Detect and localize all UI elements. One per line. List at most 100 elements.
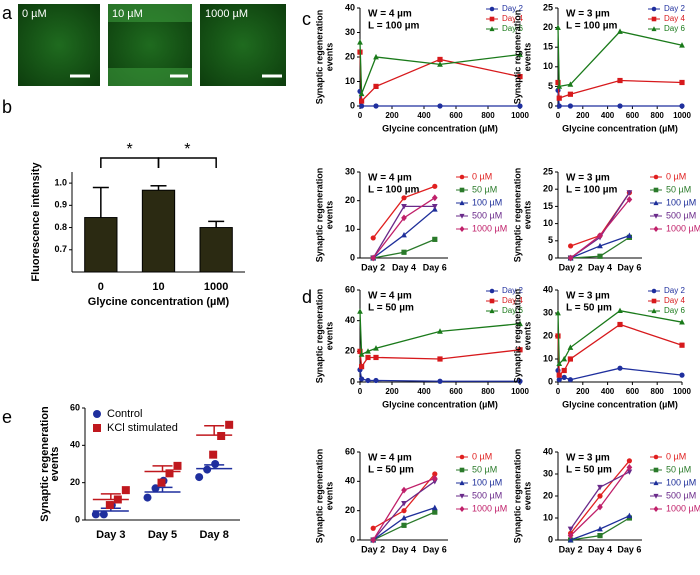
x-tick-label: 200 <box>385 111 399 120</box>
x-axis-label: Glycine concentration (µM) <box>562 399 678 409</box>
marker <box>617 321 623 328</box>
annotation: L = 50 µm <box>566 465 612 476</box>
legend-label: Day 2 <box>664 4 685 13</box>
x-tick-label: 400 <box>601 111 615 120</box>
y-axis-label: events <box>324 43 334 72</box>
x-tick-label: Day 4 <box>588 544 612 554</box>
marker <box>432 183 438 189</box>
series-line <box>557 79 683 100</box>
y-axis-label: events <box>522 482 532 511</box>
annotation: L = 100 µm <box>566 21 618 32</box>
y-axis-label: Synaptic regeneration <box>512 168 522 263</box>
y-axis-label: events <box>522 43 532 72</box>
marker <box>556 83 563 89</box>
y-tick-label: 10 <box>543 353 553 363</box>
y-tick-label: 0 <box>350 252 355 262</box>
marker <box>373 53 379 60</box>
marker <box>567 254 574 262</box>
y-tick-label: 10 <box>543 61 553 71</box>
x-tick-label: Day 6 <box>617 544 641 554</box>
annotation: W = 3 µm <box>566 9 610 20</box>
legend-label: 500 µM <box>666 490 696 500</box>
legend-label: Day 4 <box>664 296 685 305</box>
y-tick-label: 40 <box>543 446 553 456</box>
legend-label: 0 µM <box>472 451 492 461</box>
marker <box>437 356 443 362</box>
marker <box>679 79 685 86</box>
y-tick-label: 15 <box>543 42 553 52</box>
micrograph-feature <box>108 4 192 22</box>
marker <box>653 467 659 473</box>
x-axis-label: Glycine concentration (µM) <box>562 123 678 133</box>
marker <box>567 91 573 97</box>
marker <box>373 377 379 384</box>
y-axis-label: events <box>324 201 334 230</box>
legend-label: 100 µM <box>472 477 502 487</box>
marker <box>597 242 603 249</box>
marker <box>517 51 523 57</box>
marker <box>401 500 407 507</box>
legend-label: 100 µM <box>666 477 696 487</box>
marker <box>358 90 365 97</box>
y-axis-label: Fluorescence intensity <box>30 162 42 282</box>
marker <box>626 458 633 464</box>
marker <box>555 24 561 30</box>
y-tick-label: 20 <box>543 184 553 194</box>
marker <box>157 478 166 487</box>
legend-label: Control <box>107 408 142 420</box>
marker <box>121 486 130 495</box>
panel-label: b <box>2 97 12 117</box>
y-tick-label: 40 <box>345 315 355 325</box>
legend-label: Day 6 <box>502 24 523 33</box>
marker <box>653 506 659 512</box>
series-line <box>570 199 630 259</box>
marker <box>617 28 623 34</box>
marker <box>401 508 407 514</box>
marker <box>626 232 633 238</box>
legend-label: Day 2 <box>502 4 523 13</box>
marker <box>431 194 438 202</box>
x-tick-label: 800 <box>651 111 665 120</box>
marker <box>568 243 574 249</box>
y-tick-label: 40 <box>345 476 355 486</box>
y-axis-label: Synaptic regeneration <box>39 406 51 522</box>
marker <box>617 365 623 371</box>
marker <box>373 345 379 351</box>
x-tick-label: Day 4 <box>392 544 416 554</box>
y-tick-label: 1.0 <box>54 177 67 187</box>
marker <box>401 514 407 521</box>
panel-label: d <box>302 287 312 307</box>
marker <box>567 81 574 87</box>
marker <box>679 372 685 378</box>
marker <box>597 253 603 259</box>
marker <box>195 473 204 482</box>
x-tick-label: 0 <box>358 111 363 120</box>
marker <box>556 360 563 366</box>
x-tick-label: Day 5 <box>148 529 177 541</box>
y-tick-label: 0 <box>548 252 553 262</box>
annotation: W = 4 µm <box>368 9 412 20</box>
x-tick-label: 200 <box>576 387 590 396</box>
micrograph <box>200 4 286 86</box>
y-tick-label: 15 <box>543 201 553 211</box>
y-tick-label: 40 <box>345 2 355 12</box>
x-tick-label: 400 <box>417 387 431 396</box>
marker <box>597 525 603 532</box>
marker <box>653 200 659 206</box>
y-tick-label: 20 <box>345 346 355 356</box>
legend-label: 100 µM <box>472 197 502 207</box>
marker <box>173 461 182 470</box>
x-tick-label: 0 <box>556 111 561 120</box>
annotation: L = 100 µm <box>368 185 420 196</box>
legend-label: Day 2 <box>664 286 685 295</box>
x-tick-label: Day 2 <box>559 544 583 554</box>
annotation: W = 4 µm <box>368 173 412 184</box>
marker <box>567 344 574 350</box>
y-tick-label: 20 <box>543 490 553 500</box>
x-tick-label: Day 4 <box>392 262 416 272</box>
x-tick-label: 1000 <box>673 387 691 396</box>
annotation: L = 100 µm <box>566 185 618 196</box>
y-tick-label: 0 <box>350 376 355 386</box>
y-axis-label: Synaptic regeneration <box>512 10 522 105</box>
marker <box>555 367 561 374</box>
